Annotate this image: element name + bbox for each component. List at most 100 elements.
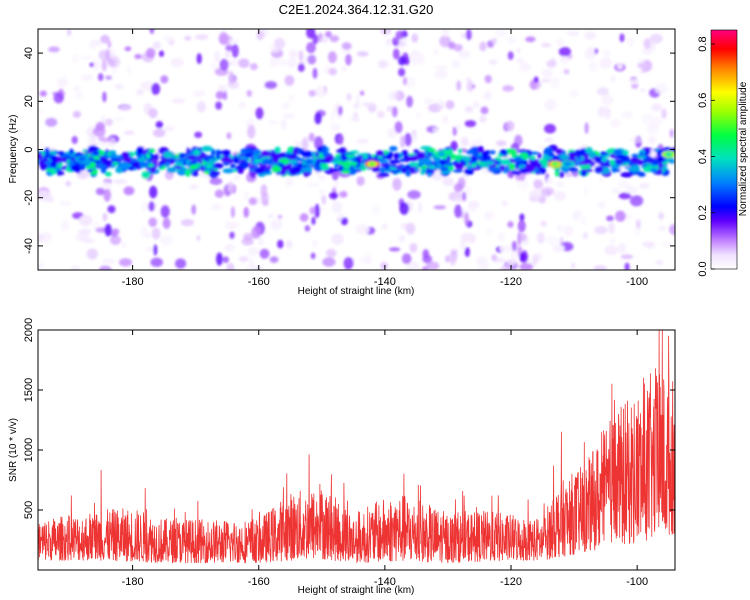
heatmap-band-cell xyxy=(519,167,529,174)
snr-y-axis: 500 1000 1500 2000 xyxy=(23,318,675,519)
heatmap-noise-cell xyxy=(350,117,361,123)
heatmap-streak-cell xyxy=(329,192,338,200)
heatmap-band-cell xyxy=(568,151,577,159)
heatmap-streak-cell xyxy=(400,135,406,149)
heatmap-band-cell xyxy=(271,165,281,173)
snr-y-label: SNR (10 * v/v) xyxy=(8,418,19,482)
heatmap-noise-cell xyxy=(299,213,309,222)
heatmap-noise-cell xyxy=(298,50,304,61)
heatmap-noise-cell xyxy=(209,62,219,70)
heatmap-noise-cell xyxy=(635,219,641,230)
colorbar-tick-label: 0.6 xyxy=(697,93,709,108)
heatmap-band-cell xyxy=(609,159,615,166)
heatmap-streak-cell xyxy=(231,43,239,58)
heatmap-noise-cell xyxy=(556,38,565,47)
heatmap-band-cell xyxy=(631,153,640,158)
heatmap-band-cell xyxy=(212,163,224,169)
heatmap-band-cell xyxy=(222,168,234,174)
heatmap-noise-cell xyxy=(464,106,474,113)
heatmap-band-cell xyxy=(189,164,198,170)
heatmap-noise-cell xyxy=(610,118,621,128)
heatmap-noise-cell xyxy=(421,266,429,270)
heatmap-noise-cell xyxy=(458,49,471,59)
heatmap-streak-cell xyxy=(100,34,110,44)
heatmap-band-cell xyxy=(554,170,560,177)
heatmap-noise-cell xyxy=(152,128,166,138)
heatmap-noise-cell xyxy=(108,56,121,68)
heatmap-noise-cell xyxy=(359,90,365,96)
heatmap-noise-cell xyxy=(38,233,45,243)
heatmap-noise-cell xyxy=(134,53,142,60)
heatmap-noise-cell xyxy=(222,91,228,101)
heatmap-band-cell xyxy=(165,163,170,168)
heatmap-band-cell xyxy=(321,145,327,152)
heatmap-noise-cell xyxy=(306,183,320,188)
heatmap-noise-cell xyxy=(411,33,419,43)
heatmap-band-cell xyxy=(416,151,426,160)
heatmap-noise-cell xyxy=(546,59,557,68)
heatmap-streak-cell xyxy=(392,177,402,191)
heatmap-noise-cell xyxy=(603,49,611,57)
heatmap-band-cell xyxy=(348,161,358,166)
heatmap-band-cell xyxy=(70,164,82,172)
heatmap-noise-cell xyxy=(70,265,80,270)
heatmap-band-cell xyxy=(472,151,479,157)
spectrogram-panel: -180 -160 -140 -120 -100 -40 -20 0 20 40 Height … xyxy=(8,28,676,297)
heatmap-band-cell xyxy=(166,167,177,174)
heatmap-noise-cell xyxy=(180,219,194,227)
heatmap-band-cell xyxy=(651,158,659,166)
heatmap-noise-cell xyxy=(484,211,495,220)
heatmap-streak-cell xyxy=(338,191,348,198)
heatmap-noise-cell xyxy=(621,110,634,119)
heatmap-noise-cell xyxy=(669,128,674,138)
heatmap-noise-cell xyxy=(362,102,375,107)
heatmap-band-cell xyxy=(578,161,591,166)
heatmap-noise-cell xyxy=(515,57,525,63)
heatmap-band-cell xyxy=(358,155,364,160)
heatmap-noise-cell xyxy=(611,188,621,195)
heatmap-noise-cell xyxy=(288,49,298,59)
heatmap-streak-cell xyxy=(259,248,270,259)
snr-x-axis: -180 -160 -140 -120 -100 xyxy=(122,330,648,588)
heatmap-noise-cell xyxy=(249,257,254,269)
heatmap-noise-cell xyxy=(516,48,521,53)
heatmap-noise-cell xyxy=(540,187,555,196)
heatmap-noise-cell xyxy=(148,108,158,119)
heatmap-noise-cell xyxy=(75,91,84,100)
heatmap-streak-cell xyxy=(404,133,412,147)
heatmap-hotspot xyxy=(552,162,559,166)
heatmap-noise-cell xyxy=(38,142,44,147)
heatmap-noise-cell xyxy=(48,46,60,53)
heatmap-noise-cell xyxy=(501,200,508,207)
heatmap-noise-cell xyxy=(113,179,128,185)
heatmap-noise-cell xyxy=(376,110,385,119)
heatmap-streak-cell xyxy=(453,183,463,193)
x-tick-label: -180 xyxy=(122,576,144,588)
heatmap-streak-cell xyxy=(153,244,158,256)
heatmap-band-cell xyxy=(49,167,57,175)
heatmap-streak-cell xyxy=(149,185,158,199)
heatmap-band-cell xyxy=(407,155,419,162)
heatmap-streak-cell xyxy=(391,106,398,118)
colorbar-label: Normalized spectral amplitude xyxy=(738,81,749,216)
colorbar-tick-label: 0.8 xyxy=(697,36,709,51)
heatmap-noise-cell xyxy=(388,90,399,101)
heatmap-noise-cell xyxy=(284,75,295,86)
heatmap-noise-cell xyxy=(546,235,558,246)
heatmap-noise-cell xyxy=(639,182,650,189)
heatmap-noise-cell xyxy=(229,38,239,45)
heatmap-noise-cell xyxy=(536,144,544,150)
heatmap-band-cell xyxy=(479,164,490,169)
heatmap-band-cell xyxy=(287,156,297,160)
heatmap-band-cell xyxy=(49,155,58,162)
heatmap-noise-cell xyxy=(371,203,380,215)
heatmap-noise-cell xyxy=(243,233,254,241)
heatmap-noise-cell xyxy=(356,139,369,144)
heatmap-band-cell xyxy=(48,150,57,156)
heatmap-noise-cell xyxy=(381,223,388,230)
heatmap-noise-cell xyxy=(657,225,667,232)
heatmap-noise-cell xyxy=(163,35,174,42)
heatmap-noise-cell xyxy=(598,178,604,183)
heatmap-streak-cell xyxy=(464,212,469,226)
heatmap-streak-cell xyxy=(517,219,526,233)
